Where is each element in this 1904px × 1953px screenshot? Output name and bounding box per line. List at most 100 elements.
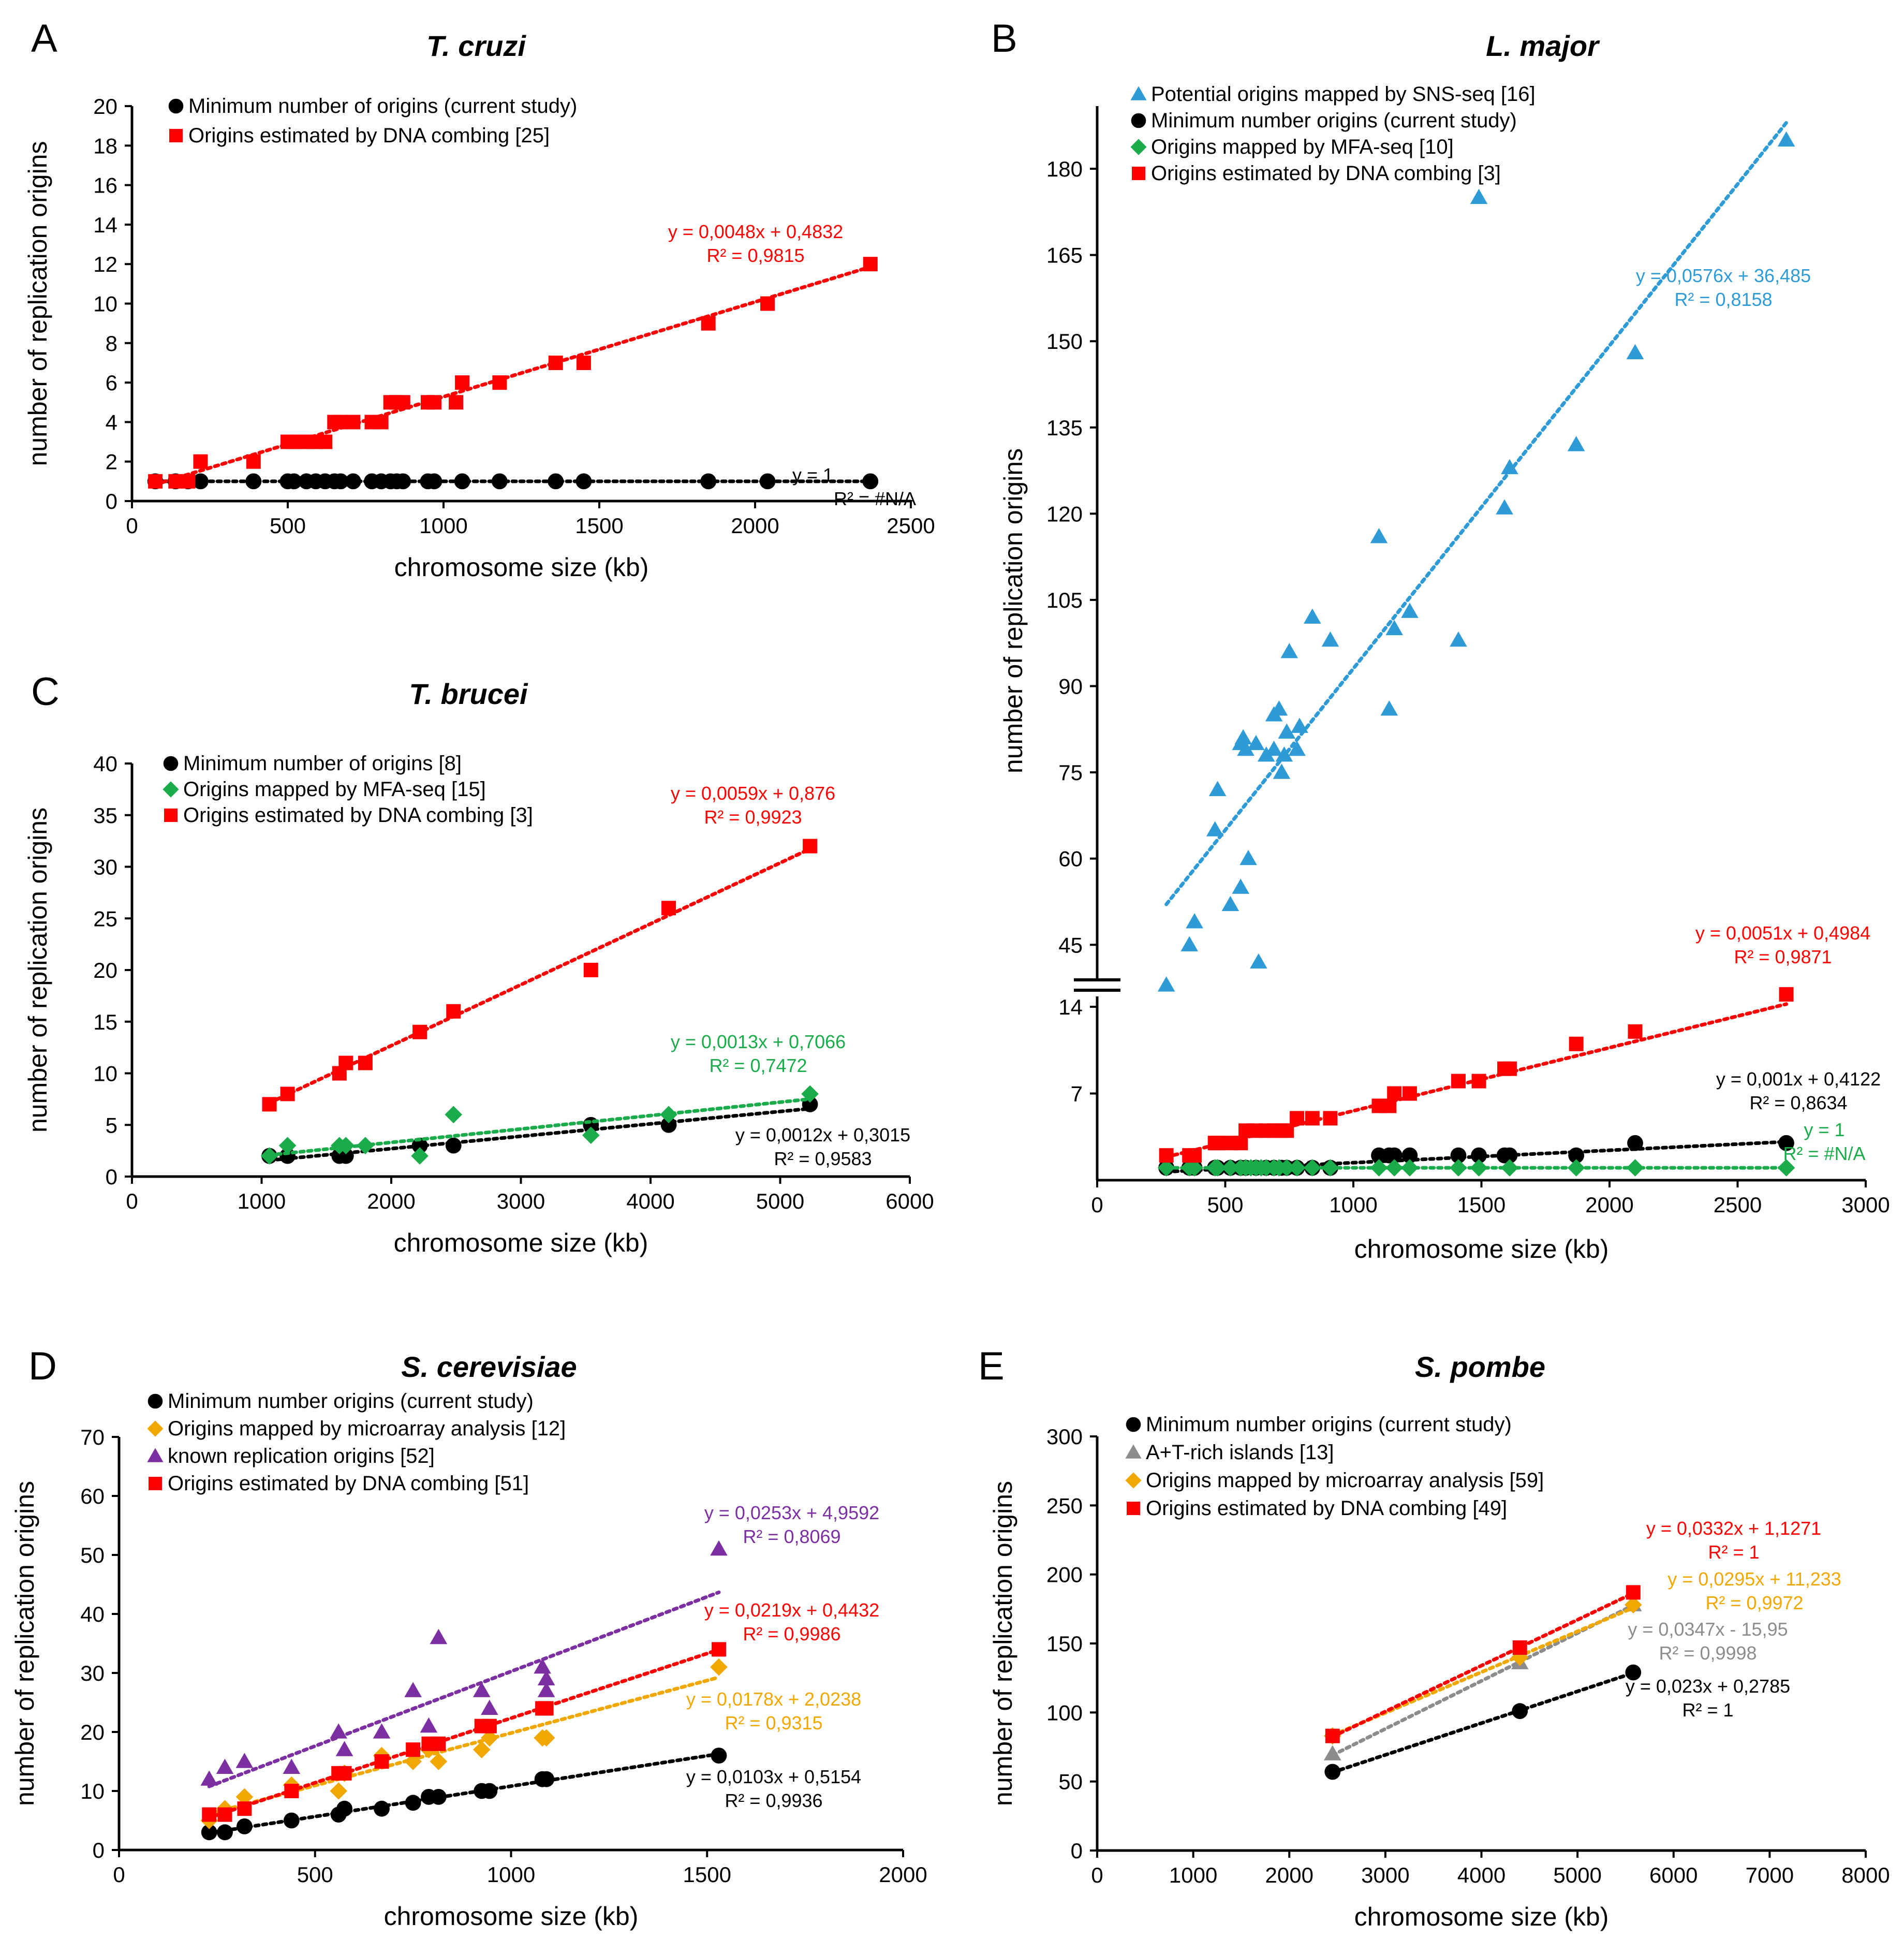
data-point — [481, 1699, 498, 1715]
data-point — [1321, 631, 1339, 647]
data-point — [1206, 821, 1224, 836]
data-point — [318, 434, 333, 449]
data-point — [576, 355, 591, 370]
x-tick-label: 2500 — [1714, 1193, 1762, 1217]
data-point — [1324, 1764, 1341, 1780]
data-point — [1250, 953, 1267, 969]
y-tick-label: 180 — [1046, 157, 1083, 181]
data-point — [1626, 1585, 1641, 1600]
data-point — [1291, 717, 1308, 733]
data-point — [287, 434, 302, 449]
data-point — [430, 1789, 447, 1805]
data-point — [420, 1717, 438, 1733]
data-point — [374, 415, 389, 430]
y-tick-label: 0 — [1071, 1839, 1083, 1863]
y-tick-label: 0 — [93, 1838, 105, 1862]
panel-title: L. major — [1486, 30, 1600, 62]
data-point — [473, 1741, 491, 1758]
data-point — [1321, 1159, 1339, 1177]
data-point — [1450, 1159, 1467, 1177]
x-tick-label: 2000 — [1265, 1863, 1313, 1887]
series-1 — [148, 257, 878, 489]
y-tick-label: 70 — [80, 1425, 105, 1449]
y-tick-label: 10 — [93, 292, 117, 316]
data-point — [374, 1800, 390, 1817]
y-tick-label: 15 — [93, 1010, 117, 1034]
data-point — [335, 1741, 353, 1756]
trendline-equation: y = 0,0051x + 0,4984 — [1695, 922, 1870, 944]
data-point — [1626, 344, 1644, 360]
trendline — [207, 1590, 721, 1788]
trendline — [153, 265, 873, 487]
series-2 — [262, 839, 818, 1112]
y-tick-label: 60 — [80, 1484, 105, 1508]
data-point — [1777, 131, 1795, 147]
data-point — [404, 1682, 422, 1697]
panel-title: T. cruzi — [426, 30, 526, 62]
x-tick-label: 3000 — [497, 1189, 545, 1213]
y-tick-label: 0 — [106, 489, 117, 513]
trendline — [1164, 121, 1789, 906]
data-point — [1157, 1159, 1175, 1177]
data-point — [582, 1126, 600, 1144]
y-tick-label: 10 — [93, 1062, 117, 1086]
data-point — [1233, 1136, 1248, 1151]
data-point — [1501, 459, 1518, 475]
trendline-equation: y = 0,0219x + 0,4432 — [704, 1599, 879, 1621]
trendline-r2: R² = 0,9923 — [704, 806, 802, 828]
x-tick-label: 0 — [1091, 1863, 1103, 1887]
panel-title: S. cerevisiae — [401, 1350, 577, 1383]
data-point — [1401, 1159, 1419, 1177]
data-point — [1567, 436, 1585, 451]
trendline-r2: R² = 0,9871 — [1734, 946, 1832, 967]
trendline — [1331, 1603, 1635, 1757]
x-tick-label: 1500 — [575, 513, 623, 538]
legend-label: Origins mapped by MFA-seq [15] — [183, 778, 486, 801]
y-tick-label: 165 — [1046, 243, 1083, 268]
x-tick-label: 3000 — [1361, 1863, 1409, 1887]
series-0 — [201, 1748, 727, 1841]
legend-label: known replication origins [52] — [168, 1445, 435, 1467]
data-point — [1157, 976, 1175, 992]
legend-marker — [1127, 1502, 1140, 1515]
trendline-equation: y = 1 — [792, 464, 833, 486]
y-tick-label: 16 — [93, 173, 117, 198]
trendline-r2: R² = 0,8634 — [1749, 1092, 1847, 1113]
data-point — [1496, 499, 1513, 515]
panel-title: T. brucei — [409, 678, 528, 710]
data-point — [201, 1824, 217, 1841]
data-point — [1779, 987, 1794, 1002]
data-point — [862, 473, 879, 490]
y-tick-label: 105 — [1046, 588, 1083, 612]
data-point — [1208, 1159, 1227, 1177]
data-point — [330, 1782, 347, 1800]
legend-label: Origins mapped by MFA-seq [10] — [1151, 136, 1454, 158]
data-point — [1278, 1159, 1296, 1177]
trendline — [1331, 1591, 1635, 1739]
trendline-r2: R² = 1 — [1708, 1541, 1759, 1563]
legend-marker — [147, 1448, 164, 1462]
data-point — [1221, 895, 1239, 912]
trendline-equation: y = 0,001x + 0,4122 — [1716, 1068, 1881, 1090]
data-point — [1232, 878, 1249, 894]
data-point — [426, 473, 442, 490]
data-point — [445, 1106, 463, 1124]
legend-marker — [1130, 86, 1147, 100]
legend-label: Origins mapped by microarray analysis [5… — [1146, 1469, 1544, 1492]
x-tick-label: 6000 — [1649, 1863, 1698, 1887]
x-tick-label: 2000 — [731, 513, 779, 538]
data-point — [1512, 1703, 1528, 1720]
data-point — [1288, 740, 1306, 756]
data-point — [660, 1117, 677, 1133]
series-2 — [1157, 1159, 1795, 1177]
y-tick-label: 100 — [1046, 1700, 1083, 1725]
legend-label: Potential origins mapped by SNS-seq [16] — [1151, 83, 1536, 106]
y-tick-label: 150 — [1046, 1632, 1083, 1656]
data-point — [537, 1682, 555, 1697]
legend-marker — [169, 129, 183, 142]
data-point — [1501, 1147, 1518, 1164]
data-point — [404, 1753, 422, 1770]
data-point — [1385, 1159, 1403, 1177]
trendline-r2: R² = 0,9815 — [706, 245, 804, 266]
